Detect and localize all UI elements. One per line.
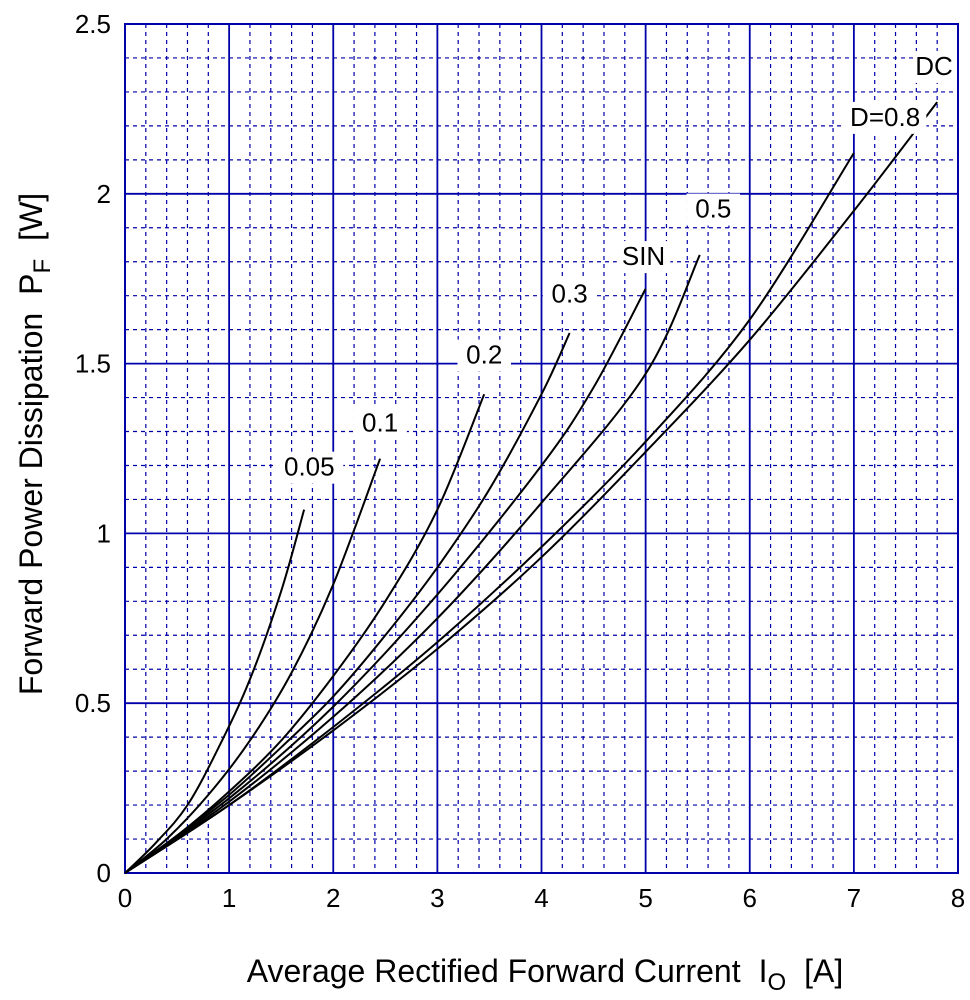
- curve-label: D=0.8: [850, 102, 920, 132]
- plot-frame: [124, 23, 959, 874]
- x-tick-label: 0: [118, 883, 132, 913]
- y-tick-label: 0: [97, 858, 111, 888]
- x-tick-label: 6: [743, 883, 757, 913]
- curve-label: 0.3: [552, 278, 588, 308]
- x-tick-label: 1: [222, 883, 236, 913]
- x-tick-label: 2: [326, 883, 340, 913]
- y-tick-label: 1.5: [75, 349, 111, 379]
- curve-label: 0.5: [695, 194, 731, 224]
- curve-d-0-8: [124, 152, 855, 874]
- x-tick-label: 4: [534, 883, 548, 913]
- x-axis-title: Average Rectified Forward Current IO [A]: [247, 953, 844, 996]
- curve-label-background: [686, 193, 741, 226]
- curve-label: 0.1: [362, 408, 398, 438]
- y-tick-label: 2.5: [75, 9, 111, 39]
- curve-label-background: [914, 50, 954, 83]
- curve-label: SIN: [622, 241, 665, 271]
- x-tick-label: 8: [951, 883, 965, 913]
- curve-label: 0.2: [466, 340, 502, 370]
- x-tick-label: 5: [638, 883, 652, 913]
- curve-label-background: [542, 278, 597, 311]
- y-tick-label: 1: [97, 518, 111, 548]
- curve-dc: [124, 101, 938, 874]
- y-tick-label: 0.5: [75, 688, 111, 718]
- curve-label-background: [353, 407, 407, 440]
- y-tick-label: 2: [97, 179, 111, 209]
- curve-label-background: [275, 451, 344, 484]
- curve-0-1: [124, 458, 382, 874]
- curve-label-background: [457, 339, 511, 372]
- y-axis-ticks: 0 0.5 1 1.5 2 2.5: [75, 9, 111, 888]
- curve-0-3: [124, 332, 571, 874]
- curve-label-background: [843, 101, 927, 134]
- curves: [124, 101, 938, 874]
- curve-label-background: [616, 241, 671, 274]
- x-tick-label: 3: [430, 883, 444, 913]
- curve-sin: [124, 288, 647, 874]
- curve-label: 0.05: [284, 452, 335, 482]
- y-axis-title: Forward Power DissipationPF[W]: [13, 193, 56, 695]
- curve-label: DC: [915, 51, 953, 81]
- x-tick-label: 7: [847, 883, 861, 913]
- curve-labels: 0.05 0.1 0.2 0.3 SIN 0.5 D=0.8 DC: [275, 50, 954, 484]
- curve-0-05: [124, 509, 306, 874]
- curve-0-5: [124, 254, 701, 874]
- x-axis-ticks: 0 1 2 3 4 5 6 7 8: [118, 883, 965, 913]
